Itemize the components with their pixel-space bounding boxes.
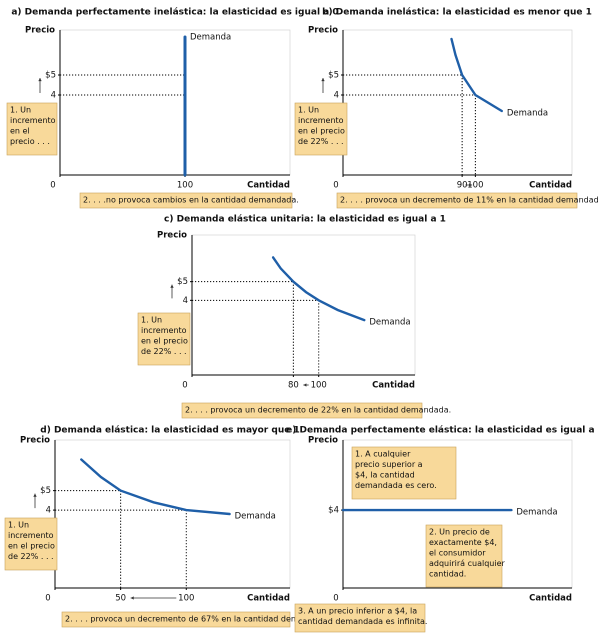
panel-title: a) Demanda perfectamente inelástica: la … xyxy=(11,8,338,18)
y-tick-label: 4 xyxy=(51,91,56,101)
annotation-text: 2. . . . provoca un decremento de 22% en… xyxy=(185,406,451,415)
y-tick-label: $5 xyxy=(45,71,56,81)
panel-title: e) Demanda perfectamente elástica: la el… xyxy=(286,426,598,436)
annotation-text: de 22% . . . xyxy=(298,137,344,146)
annotation-text: $4, la cantidad xyxy=(355,471,415,480)
annotation-box xyxy=(351,446,457,500)
annotation-box xyxy=(336,192,578,209)
annotation-text: 1. Un xyxy=(141,316,162,325)
arrow-head xyxy=(130,596,134,600)
annotation-text: en el precio xyxy=(298,127,345,136)
arrow-head xyxy=(38,78,42,82)
annotation-text: 1. A cualquier xyxy=(355,450,411,459)
annotation-text: 1. Un xyxy=(10,106,31,115)
y-axis-label: Precio xyxy=(20,436,50,446)
x-tick-label: 90 xyxy=(457,181,468,191)
annotation-text: precio . . . xyxy=(10,137,50,146)
plot-area xyxy=(59,29,291,176)
plot-area xyxy=(191,234,416,376)
annotation-text: 2. . . . provoca un decremento de 67% en… xyxy=(65,615,331,624)
panel-title: d) Demanda elástica: la elasticidad es m… xyxy=(40,426,299,436)
curve-label: Demanda xyxy=(507,109,548,119)
plot-area xyxy=(54,439,291,589)
annotation-text: de 22% . . . xyxy=(141,347,187,356)
demand-curve xyxy=(80,458,231,516)
demand-curve xyxy=(271,256,366,322)
x-axis-label: Cantidad xyxy=(247,181,290,191)
arrow-head xyxy=(469,183,473,187)
y-tick-label: $5 xyxy=(177,277,188,287)
panel-title: b) Demanda inelástica: la elasticidad es… xyxy=(322,8,592,18)
arrow-head xyxy=(170,284,174,288)
annotation-box xyxy=(79,192,293,209)
x-tick-label: 0 xyxy=(333,181,338,191)
curve-label: Demanda xyxy=(190,33,231,43)
y-axis-label: Precio xyxy=(308,436,338,446)
annotation-text: incremento xyxy=(141,326,187,335)
annotation-text: de 22% . . . xyxy=(8,552,54,561)
curve-label: Demanda xyxy=(369,318,410,328)
demand-curve xyxy=(450,37,503,113)
annotation-box xyxy=(425,524,503,588)
annotation-text: cantidad demandada es infinita. xyxy=(298,617,427,626)
annotation-box xyxy=(294,102,348,156)
annotation-text: demandada es cero. xyxy=(355,481,437,490)
annotation-text: cantidad. xyxy=(429,570,466,579)
annotation-text: incremento xyxy=(10,116,56,125)
y-tick-label: 4 xyxy=(46,506,51,516)
y-tick-label: $4 xyxy=(328,506,339,516)
annotation-text: incremento xyxy=(8,531,54,540)
x-tick-label: 0 xyxy=(182,381,187,391)
x-axis-label: Cantidad xyxy=(247,594,290,604)
x-axis-label: Cantidad xyxy=(372,381,415,391)
annotation-text: precio superior a xyxy=(355,460,423,469)
y-axis-label: Precio xyxy=(25,26,55,36)
x-tick-label: 100 xyxy=(178,594,194,604)
y-axis-label: Precio xyxy=(308,26,338,36)
annotation-box xyxy=(294,603,426,633)
annotation-box xyxy=(4,517,58,571)
y-tick-label: 4 xyxy=(334,91,339,101)
x-tick-label: 50 xyxy=(115,594,126,604)
annotation-text: 2. Un precio de xyxy=(429,528,490,537)
y-tick-label: $5 xyxy=(328,71,339,81)
y-axis-label: Precio xyxy=(157,231,187,241)
arrow-head xyxy=(33,493,37,497)
x-tick-label: 100 xyxy=(177,181,193,191)
plot-area xyxy=(342,29,573,176)
annotation-text: 1. Un xyxy=(298,106,319,115)
annotation-text: 3. A un precio inferior a $4, la xyxy=(298,607,417,616)
y-tick-label: $5 xyxy=(40,486,51,496)
x-tick-label: 80 xyxy=(288,381,299,391)
annotation-box xyxy=(137,312,191,366)
annotation-text: exactamente $4, xyxy=(429,538,497,547)
x-axis-label: Cantidad xyxy=(529,594,572,604)
x-tick-label: 0 xyxy=(333,594,338,604)
panel-title: c) Demanda elástica unitaria: la elastic… xyxy=(164,215,446,225)
x-tick-label: 100 xyxy=(467,181,483,191)
curve-label: Demanda xyxy=(516,508,557,518)
annotation-text: en el xyxy=(10,127,30,136)
y-tick-label: 4 xyxy=(183,296,188,306)
annotation-text: incremento xyxy=(298,116,344,125)
annotation-box xyxy=(181,402,423,419)
annotation-box xyxy=(6,102,58,156)
x-tick-label: 0 xyxy=(50,181,55,191)
x-tick-label: 0 xyxy=(45,594,50,604)
annotation-text: 1. Un xyxy=(8,521,29,530)
annotation-box xyxy=(61,611,291,628)
arrow-head xyxy=(303,383,307,387)
annotation-text: 2. . . .no provoca cambios en la cantida… xyxy=(83,196,299,205)
annotation-text: 2. . . . provoca un decremento de 11% en… xyxy=(340,196,598,205)
annotation-text: en el precio xyxy=(141,337,188,346)
x-axis-label: Cantidad xyxy=(529,181,572,191)
x-tick-label: 100 xyxy=(311,381,327,391)
annotation-text: adquirirá cualquier xyxy=(429,559,505,568)
arrow-head xyxy=(321,78,325,82)
annotation-text: en el precio xyxy=(8,542,55,551)
annotation-text: el consumidor xyxy=(429,549,486,558)
curve-label: Demanda xyxy=(235,512,276,522)
